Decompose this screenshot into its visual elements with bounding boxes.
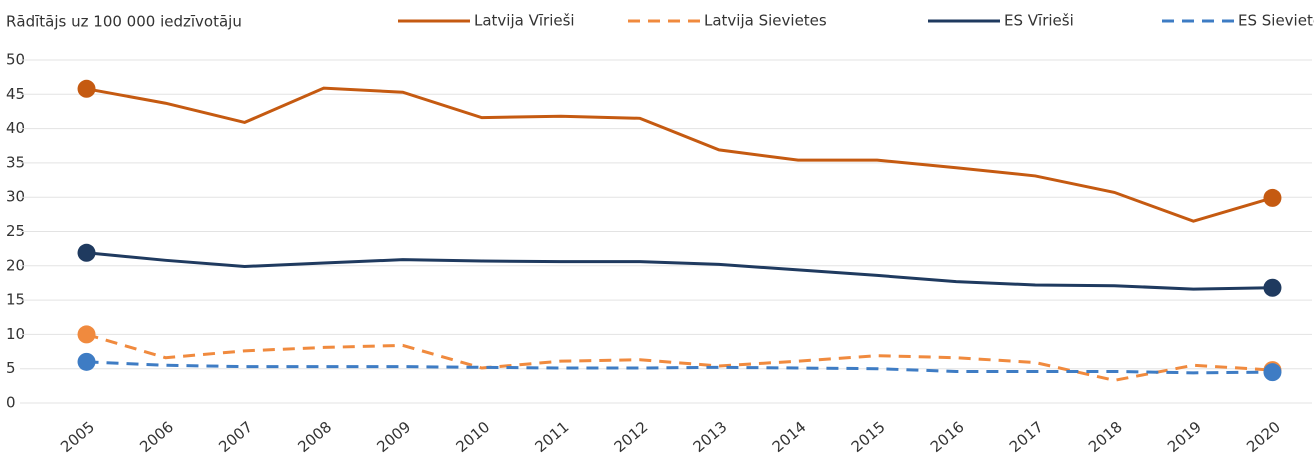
y-tick-label: 35 <box>6 153 25 171</box>
x-tick-label: 2010 <box>452 418 493 456</box>
line <box>86 360 1273 375</box>
y-tick-label: 10 <box>6 325 25 343</box>
y-tick-label: 45 <box>6 85 25 103</box>
x-tick-label: 2019 <box>1164 418 1205 456</box>
x-tick-label: 2008 <box>294 418 335 456</box>
legend-label: Latvija Vīrieši <box>474 12 575 30</box>
end-marker <box>1263 278 1282 297</box>
x-tick-label: 2006 <box>136 418 177 456</box>
y-tick-label: 0 <box>6 394 16 412</box>
y-tick-label: 30 <box>6 188 25 206</box>
end-marker <box>77 243 96 262</box>
end-marker <box>77 79 96 98</box>
x-tick-label: 2016 <box>927 418 968 456</box>
x-tick-label: 2015 <box>848 418 889 456</box>
legend-label: ES Vīrieši <box>1004 12 1074 30</box>
legend-label: ES Sievietes <box>1238 12 1314 30</box>
x-tick-label: 2011 <box>532 418 573 456</box>
end-marker <box>1263 188 1282 207</box>
x-tick-label: 2014 <box>769 418 810 456</box>
x-tick-label: 2007 <box>215 418 256 456</box>
line <box>86 86 1273 223</box>
x-tick-label: 2012 <box>611 418 652 456</box>
end-marker <box>77 352 96 371</box>
line <box>86 332 1273 382</box>
y-tick-label: 25 <box>6 222 25 240</box>
x-tick-label: 2009 <box>373 418 414 456</box>
x-tick-label: 2020 <box>1243 418 1284 456</box>
y-tick-label: 5 <box>6 359 16 377</box>
x-tick-label: 2013 <box>690 418 731 456</box>
end-marker <box>77 325 96 344</box>
x-tick-label: 2018 <box>1085 418 1126 456</box>
x-tick-label: 2017 <box>1006 418 1047 456</box>
y-tick-label: 15 <box>6 291 25 309</box>
line <box>86 251 1273 291</box>
end-marker <box>1263 363 1282 382</box>
y-axis-label: Rādītājs uz 100 000 iedzīvotāju <box>6 13 242 31</box>
y-tick-label: 40 <box>6 119 25 137</box>
y-tick-label: 50 <box>6 51 25 69</box>
x-tick-label: 2005 <box>57 418 98 456</box>
legend-label: Latvija Sievietes <box>704 12 827 30</box>
y-tick-label: 20 <box>6 256 25 274</box>
